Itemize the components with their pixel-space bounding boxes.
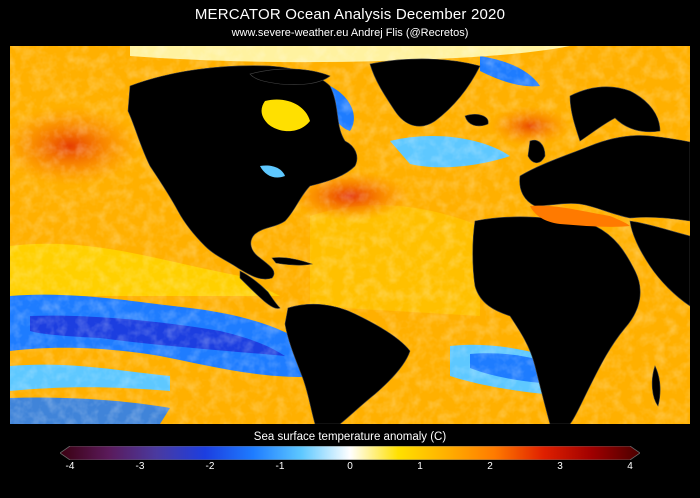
ocean-hudson-bay	[261, 99, 310, 132]
colorbar-tick-label: 2	[487, 461, 493, 472]
land-greenland	[369, 58, 481, 127]
colorbar-tick-label: -1	[275, 461, 285, 472]
land-arctic-islands	[249, 68, 331, 86]
land-iceland	[464, 114, 489, 127]
colorbar-tick-label: 1	[417, 461, 423, 472]
land-british-isles	[527, 139, 546, 164]
land-south-america	[284, 303, 411, 424]
colorbar-ramp	[59, 445, 641, 461]
map-canvas	[10, 46, 690, 424]
colorbar-graphic	[59, 445, 641, 461]
great-lakes	[260, 165, 285, 178]
sst-anomaly-map	[10, 46, 690, 424]
land-scandinavia	[569, 86, 661, 142]
land-africa	[472, 216, 641, 424]
colorbar-tick-label: 3	[557, 461, 563, 472]
colorbar-label: Sea surface temperature anomaly (C)	[253, 431, 447, 443]
ocean-mediterranean	[530, 205, 630, 227]
map-title: MERCATOR Ocean Analysis December 2020	[194, 6, 506, 23]
colorbar-tick-label: -4	[65, 461, 75, 472]
colorbar-tick-label: -3	[135, 461, 145, 472]
land-central-america	[239, 270, 281, 309]
colorbar-tick-label: -2	[205, 461, 215, 472]
colorbar-tick-label: 4	[627, 461, 633, 472]
colorbar-tick-label: 0	[347, 461, 353, 472]
land-madagascar	[651, 365, 661, 407]
land-middle-east	[629, 220, 690, 307]
land-caribbean	[271, 257, 314, 266]
map-subtitle: www.severe-weather.eu Andrej Flis (@Recr…	[231, 27, 469, 39]
